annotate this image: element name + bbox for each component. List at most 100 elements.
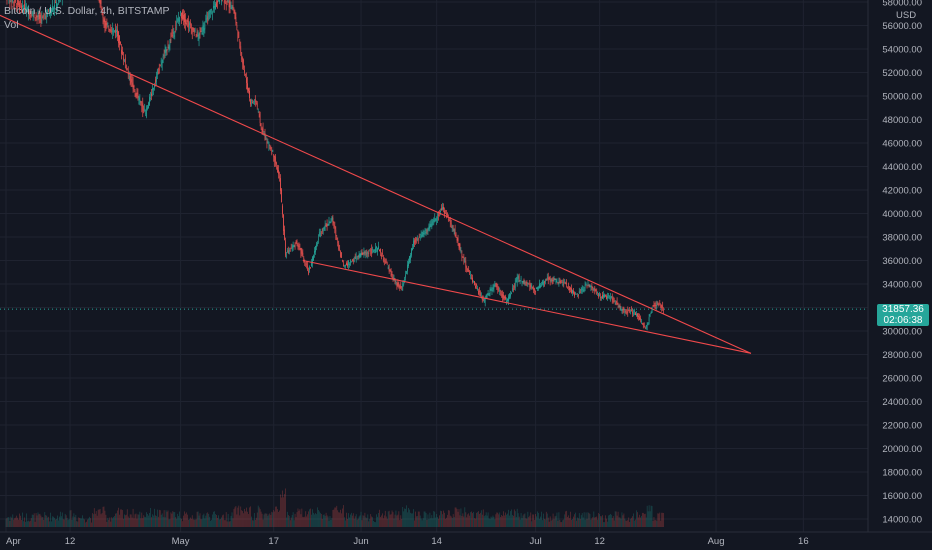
candle-body bbox=[317, 242, 318, 245]
candle-body bbox=[654, 305, 656, 306]
volume-indicator-label[interactable]: Vol bbox=[4, 19, 19, 31]
candle-body bbox=[426, 230, 428, 232]
volume-bar bbox=[472, 513, 473, 527]
candle-body bbox=[260, 123, 262, 127]
candle-body bbox=[391, 274, 393, 275]
volume-bar bbox=[68, 519, 70, 527]
candle-body bbox=[414, 239, 416, 243]
candle-body bbox=[204, 23, 206, 30]
volume-bar bbox=[404, 508, 406, 527]
volume-bar bbox=[454, 507, 456, 527]
volume-bar bbox=[175, 517, 177, 527]
volume-bar bbox=[621, 512, 623, 527]
volume-bar bbox=[150, 507, 151, 527]
volume-bar bbox=[661, 512, 663, 527]
volume-bar bbox=[439, 515, 440, 527]
candle-body bbox=[15, 0, 17, 2]
volume-bar bbox=[108, 519, 110, 527]
candle-body bbox=[22, 5, 23, 8]
candle-body bbox=[487, 293, 489, 295]
volume-bar bbox=[193, 519, 195, 527]
volume-bar bbox=[516, 508, 518, 527]
volume-bar bbox=[598, 513, 600, 527]
volume-bar bbox=[527, 511, 529, 527]
candle-body bbox=[583, 289, 585, 292]
volume-bar bbox=[214, 511, 215, 527]
candle-body bbox=[575, 293, 576, 295]
candle-body bbox=[424, 229, 426, 231]
volume-bar bbox=[255, 517, 257, 527]
candle-body bbox=[631, 309, 633, 312]
last-price-tag: 31857.36 02:06:38 bbox=[877, 304, 929, 326]
volume-bar bbox=[492, 515, 494, 527]
volume-bar bbox=[5, 518, 7, 527]
x-tick-label: 12 bbox=[594, 536, 605, 547]
volume-bar bbox=[172, 511, 174, 527]
price-axis[interactable]: 14000.00 16000.00 18000.00 20000.00 22000.00… bbox=[867, 0, 922, 532]
candle-body bbox=[171, 35, 173, 36]
candle-body bbox=[51, 9, 52, 14]
trendlines[interactable] bbox=[0, 10, 752, 354]
volume-bar bbox=[157, 516, 159, 527]
volume-bar bbox=[429, 512, 431, 527]
candle-body bbox=[284, 229, 285, 241]
candle-body bbox=[144, 108, 146, 112]
volume-bar bbox=[572, 518, 573, 527]
volume-bar bbox=[203, 513, 205, 527]
volume-bar bbox=[372, 517, 374, 527]
candle-body bbox=[618, 306, 620, 308]
volume-bar bbox=[518, 516, 520, 527]
candle-body bbox=[141, 103, 143, 107]
candle-body bbox=[253, 102, 255, 104]
volume-bar bbox=[505, 512, 506, 527]
volume-bar bbox=[85, 522, 86, 527]
volume-bar bbox=[592, 517, 594, 527]
volume-bar bbox=[448, 510, 450, 527]
candle-body bbox=[407, 264, 408, 272]
volume-bar bbox=[609, 513, 611, 527]
volume-bar bbox=[405, 508, 406, 527]
candle-body bbox=[378, 246, 379, 250]
candle-body bbox=[216, 2, 217, 7]
volume-bar bbox=[462, 513, 464, 527]
volume-bar bbox=[353, 518, 355, 527]
volume-bar bbox=[197, 511, 199, 527]
candle-body bbox=[161, 62, 163, 65]
volume-bar bbox=[368, 521, 370, 527]
volume-bar bbox=[562, 520, 564, 527]
y-tick-label: 58000.00 bbox=[882, 0, 922, 9]
volume-bar bbox=[591, 518, 593, 527]
volume-bar bbox=[109, 517, 111, 527]
candle-body bbox=[635, 312, 636, 316]
candle-body bbox=[12, 0, 14, 3]
volume-bar bbox=[230, 515, 232, 527]
volume-bar bbox=[42, 517, 44, 527]
candle-body bbox=[433, 220, 435, 224]
volume-bar bbox=[231, 512, 233, 527]
axis-currency[interactable]: USD bbox=[896, 10, 917, 21]
volume-bar bbox=[452, 514, 454, 527]
volume-bar bbox=[152, 514, 153, 527]
volume-bar bbox=[87, 519, 88, 527]
candle-body bbox=[349, 259, 351, 265]
candle-body bbox=[388, 266, 390, 272]
time-axis[interactable]: Apr 12 May 17 Jun 14 Jul 12 Aug 16 bbox=[0, 531, 932, 547]
volume-bar bbox=[129, 514, 131, 527]
candle-body bbox=[523, 279, 525, 285]
volume-bar bbox=[506, 514, 507, 527]
volume-bar bbox=[534, 519, 536, 527]
volume-bar bbox=[316, 514, 317, 527]
volume-bar bbox=[105, 514, 107, 527]
volume-bar bbox=[362, 515, 364, 527]
candle-body bbox=[106, 23, 108, 25]
candle-body bbox=[316, 243, 317, 247]
volume-bar bbox=[600, 516, 601, 527]
volume-bar bbox=[450, 516, 452, 527]
volume-bar bbox=[123, 518, 124, 527]
candle-body bbox=[555, 278, 557, 283]
candle-body bbox=[405, 274, 406, 278]
volume-bar bbox=[91, 513, 93, 527]
candle-body bbox=[589, 284, 591, 287]
